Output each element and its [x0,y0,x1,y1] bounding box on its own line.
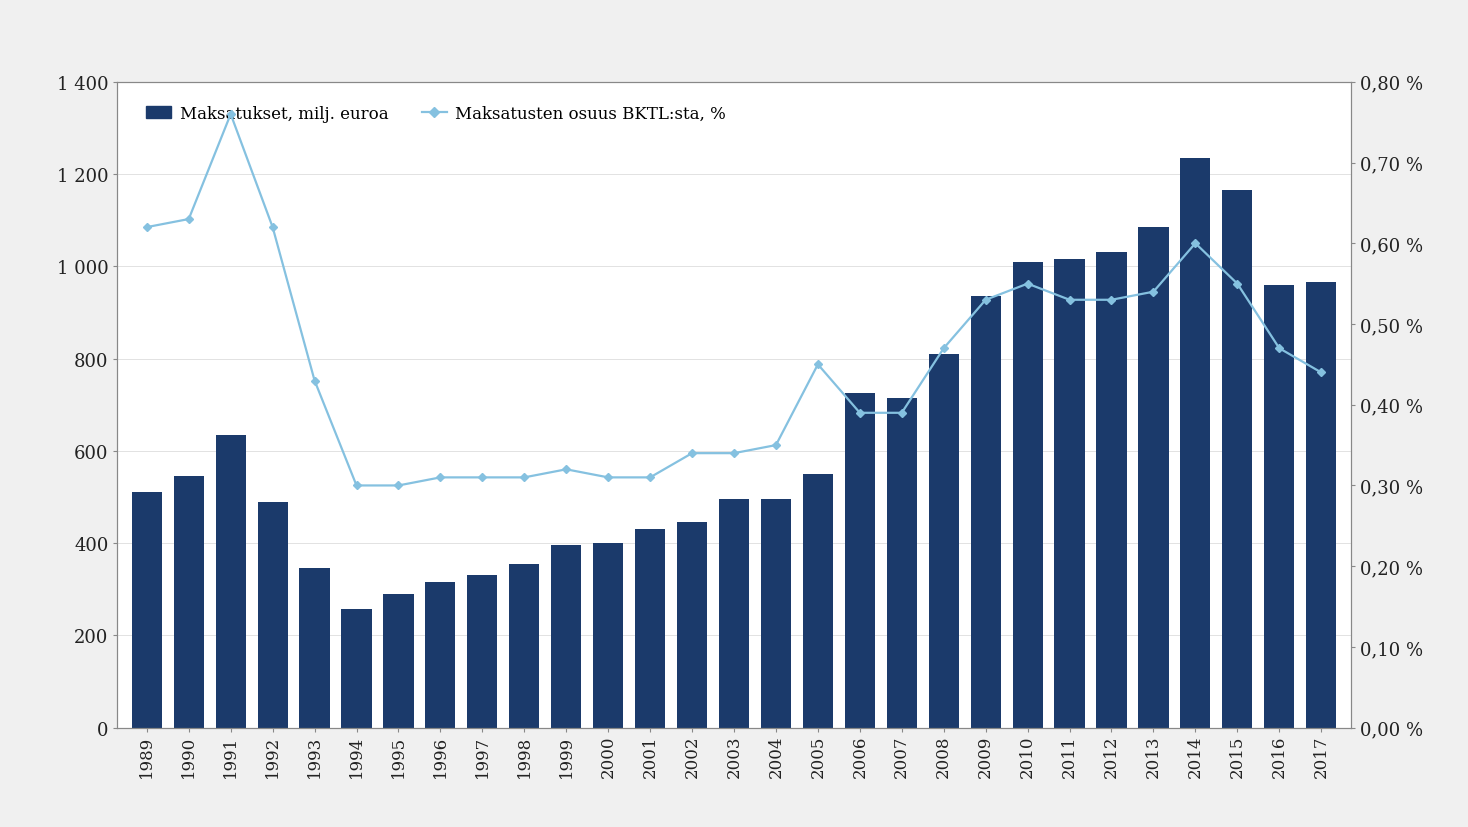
Maksatusten osuus BKTL:sta, % [683,449,700,459]
Maksatusten osuus BKTL:sta, % [1061,295,1079,305]
Maksatusten osuus BKTL:sta, % [893,409,910,418]
Bar [1223,191,1252,728]
Bar [970,297,1001,728]
Maksatusten osuus BKTL:sta, % [222,110,239,120]
Bar [803,475,832,728]
Maksatusten osuus BKTL:sta, % [725,449,743,459]
Bar [719,500,749,728]
Maksatusten osuus BKTL:sta, % [1186,239,1204,249]
Maksatusten osuus BKTL:sta, % [1019,280,1036,289]
Maksatusten osuus BKTL:sta, % [348,481,366,491]
Maksatusten osuus BKTL:sta, % [642,473,659,483]
Maksatusten osuus BKTL:sta, % [935,344,953,354]
Maksatusten osuus BKTL:sta, % [768,441,785,451]
Bar [509,564,539,728]
Bar [173,476,204,728]
Legend: Maksatukset, milj. euroa, Maksatusten osuus BKTL:sta, %: Maksatukset, milj. euroa, Maksatusten os… [138,98,734,131]
Maksatusten osuus BKTL:sta, % [1270,344,1287,354]
Bar [760,500,791,728]
Maksatusten osuus BKTL:sta, % [809,360,826,370]
Bar [1013,262,1042,728]
Bar [383,594,414,728]
Bar [1264,285,1295,728]
Bar [844,394,875,728]
Maksatusten osuus BKTL:sta, % [851,409,869,418]
Bar [1054,260,1085,728]
Maksatusten osuus BKTL:sta, % [432,473,449,483]
Bar [887,399,918,728]
Maksatusten osuus BKTL:sta, % [599,473,617,483]
Bar [467,576,498,728]
Bar [550,546,581,728]
Maksatusten osuus BKTL:sta, % [138,223,156,233]
Maksatusten osuus BKTL:sta, % [558,465,575,475]
Bar [132,493,161,728]
Maksatusten osuus BKTL:sta, % [474,473,492,483]
Bar [677,523,708,728]
Maksatusten osuus BKTL:sta, % [305,376,323,386]
Maksatusten osuus BKTL:sta, % [1145,288,1163,298]
Bar [593,543,624,728]
Maksatusten osuus BKTL:sta, % [181,215,198,225]
Bar [216,435,245,728]
Bar [1097,253,1126,728]
Maksatusten osuus BKTL:sta, % [1312,368,1330,378]
Bar [929,355,959,728]
Bar [426,582,455,728]
Maksatusten osuus BKTL:sta, % [515,473,533,483]
Bar [1307,283,1336,728]
Bar [257,502,288,728]
Bar [342,609,371,728]
Maksatusten osuus BKTL:sta, % [1229,280,1246,289]
Bar [636,529,665,728]
Maksatusten osuus BKTL:sta, % [389,481,407,491]
Bar [299,569,330,728]
Bar [1180,159,1211,728]
Maksatusten osuus BKTL:sta, % [976,295,994,305]
Line: Maksatusten osuus BKTL:sta, %: Maksatusten osuus BKTL:sta, % [144,112,1324,489]
Bar [1138,227,1169,728]
Maksatusten osuus BKTL:sta, % [1102,295,1120,305]
Maksatusten osuus BKTL:sta, % [264,223,282,233]
